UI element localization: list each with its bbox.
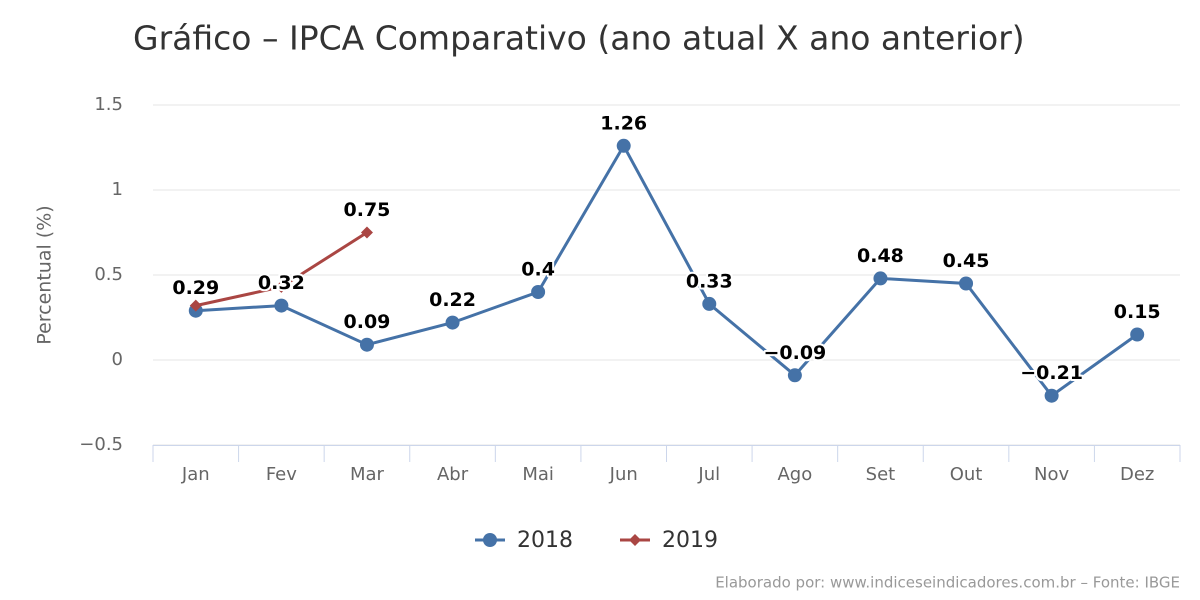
marker	[531, 285, 546, 299]
x-tick-label: Jun	[609, 464, 638, 485]
data-label: 0.32	[258, 272, 305, 294]
marker	[1044, 388, 1059, 403]
x-tick-label: Mar	[350, 464, 385, 485]
data-label: 0.48	[857, 245, 904, 267]
legend-label: 2019	[662, 528, 718, 553]
marker	[1130, 327, 1145, 342]
x-tick-label: Nov	[1034, 464, 1069, 485]
x-tick-label: Ago	[777, 464, 812, 485]
x-tick-label: Abr	[437, 464, 469, 485]
marker	[483, 533, 497, 547]
data-label: 0.15	[1114, 301, 1161, 323]
x-tick-label: Dez	[1120, 464, 1154, 485]
y-tick-label: 0.5	[94, 264, 123, 285]
data-label: 0.33	[686, 270, 733, 292]
y-tick-label: −0.5	[79, 434, 123, 455]
chart-title: Gráfico – IPCA Comparativo (ano atual X …	[133, 19, 1025, 58]
marker	[616, 138, 631, 153]
marker	[702, 296, 717, 311]
x-tick-label: Mai	[522, 464, 554, 485]
credit: Elaborado por: www.indiceseindicadores.c…	[715, 574, 1180, 592]
marker	[275, 280, 288, 293]
data-label: −0.09	[763, 342, 826, 364]
marker	[360, 226, 373, 239]
x-tick-label: Jan	[181, 464, 210, 485]
y-tick-label: 0	[112, 349, 123, 370]
y-axis-title: Percentual (%)	[34, 205, 56, 344]
y-tick-label: 1.5	[94, 94, 123, 115]
data-label: 0.22	[429, 289, 476, 311]
legend-item: 2018	[475, 528, 573, 553]
marker	[873, 271, 888, 286]
marker	[959, 276, 974, 291]
y-tick-label: 1	[112, 179, 123, 200]
marker	[629, 534, 641, 546]
marker	[445, 315, 460, 330]
data-label: 0.29	[172, 277, 219, 299]
data-label: 0.45	[943, 250, 990, 272]
x-tick-label: Jul	[697, 464, 720, 485]
series-line	[195, 142, 1139, 398]
data-label: −0.21	[1020, 362, 1083, 384]
x-tick-label: Out	[950, 464, 983, 485]
marker	[274, 298, 289, 313]
marker	[787, 368, 802, 383]
data-label: 0.75	[344, 199, 391, 221]
series-line	[195, 231, 368, 308]
data-label: 1.26	[600, 112, 647, 134]
data-label: 0.4	[521, 259, 555, 281]
x-tick-label: Fev	[266, 464, 297, 485]
marker	[359, 337, 374, 352]
legend-item: 2019	[620, 528, 718, 553]
legend-label: 2018	[517, 528, 573, 553]
x-tick-label: Set	[866, 464, 896, 485]
data-label: 0.09	[344, 311, 391, 333]
marker	[189, 299, 202, 312]
